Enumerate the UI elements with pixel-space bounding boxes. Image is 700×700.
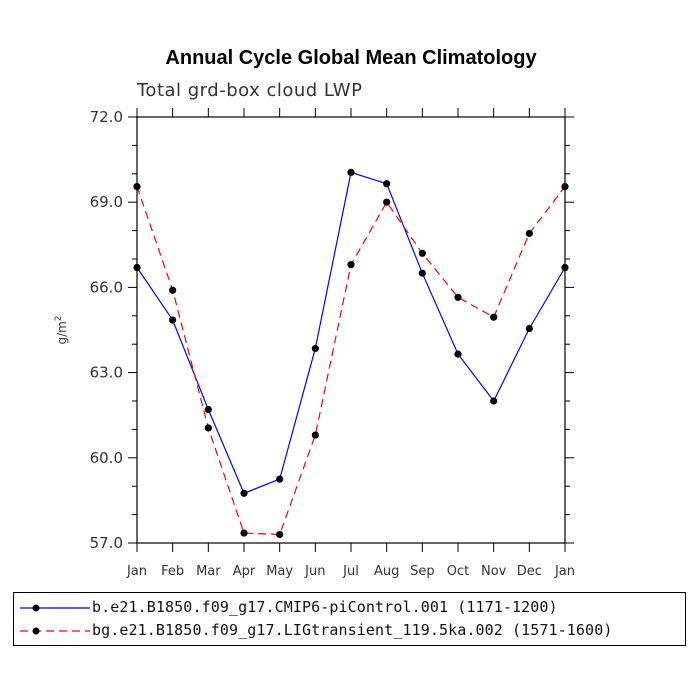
x-tick-label: May	[266, 564, 293, 579]
data-point-series-2	[169, 286, 177, 294]
data-point-series-2	[490, 313, 498, 321]
x-tick-label: Aug	[374, 564, 399, 579]
y-tick-label: 69.0	[90, 193, 123, 211]
data-point-series-1	[561, 263, 569, 272]
x-tick-label: Jan	[126, 564, 147, 579]
data-point-series-1	[347, 168, 355, 176]
data-point-series-1	[169, 316, 177, 324]
data-point-series-2	[525, 229, 533, 238]
data-point-series-1	[204, 405, 212, 414]
data-point-series-2	[347, 261, 355, 269]
data-point-series-2	[311, 431, 319, 439]
x-tick-label: Jul	[342, 564, 359, 579]
data-point-series-1	[454, 350, 462, 358]
plot-frame	[136, 116, 566, 544]
legend-swatch-series-2	[20, 627, 90, 635]
legend-item-series-2: bg.e21.B1850.f09_g17.LIGtransient_119.5k…	[14, 620, 685, 640]
legend-label-series-2: bg.e21.B1850.f09_g17.LIGtransient_119.5k…	[92, 621, 613, 639]
data-point-series-2	[561, 182, 569, 191]
data-point-series-2	[133, 182, 141, 191]
legend-swatch-series-1	[20, 604, 90, 612]
legend-item-series-1: b.e21.B1850.f09_g17.CMIP6-piControl.001 …	[14, 597, 685, 617]
line-chart: 57.0 60.0 63.0 66.0 69.0 72.0 Jan Feb Mar Apr May J…	[54, 108, 575, 579]
data-point-series-2	[276, 530, 284, 539]
data-point-series-2	[240, 529, 248, 537]
data-point-series-1	[490, 397, 498, 405]
series-layer	[133, 168, 569, 539]
x-tick-label: Sep	[410, 564, 435, 579]
data-point-series-1	[525, 324, 533, 333]
y-tick-label: 66.0	[90, 278, 123, 296]
data-point-series-2	[454, 293, 462, 301]
series-line-2	[136, 186, 566, 536]
y-tick-label: 63.0	[90, 364, 123, 382]
chart-title: Annual Cycle Global Mean Climatology	[165, 47, 537, 69]
plot-axes: 57.0 60.0 63.0 66.0 69.0 72.0 Jan Feb Mar Apr May J…	[90, 108, 575, 579]
x-tick-label: Mar	[196, 564, 221, 579]
data-point-series-1	[311, 344, 319, 353]
data-point-series-1	[240, 489, 248, 497]
data-point-series-1	[133, 263, 141, 272]
data-point-series-2	[383, 198, 391, 206]
data-point-series-1	[276, 475, 284, 483]
x-tick-label: Jun	[304, 564, 325, 579]
y-axis-label: g/m2	[54, 315, 69, 344]
x-tick-label: Oct	[447, 564, 469, 579]
x-tick-label: Nov	[481, 564, 507, 579]
legend: b.e21.B1850.f09_g17.CMIP6-piControl.001 …	[13, 592, 686, 646]
y-tick-label: 57.0	[90, 534, 123, 552]
y-tick-label: 72.0	[90, 108, 123, 126]
data-point-series-2	[204, 424, 212, 432]
data-point-series-1	[383, 180, 391, 188]
x-tick-label: Feb	[161, 564, 184, 579]
x-tick-label: Apr	[233, 564, 256, 579]
x-tick-label: Jan	[554, 564, 575, 579]
x-tick-label: Dec	[517, 564, 542, 579]
y-tick-label: 60.0	[90, 449, 123, 467]
legend-label-series-1: b.e21.B1850.f09_g17.CMIP6-piControl.001 …	[92, 598, 558, 616]
series-line-1	[136, 171, 566, 495]
data-point-series-1	[418, 269, 426, 277]
chart-subtitle: Total grd-box cloud LWP	[137, 80, 363, 101]
data-point-series-2	[418, 249, 426, 257]
